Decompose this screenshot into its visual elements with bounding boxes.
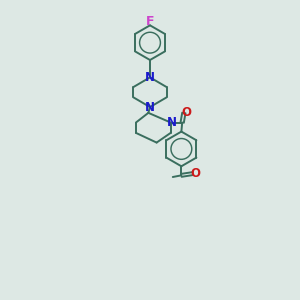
Text: N: N: [145, 100, 155, 114]
Text: N: N: [167, 116, 177, 129]
Text: F: F: [146, 15, 154, 28]
Text: O: O: [191, 167, 201, 180]
Text: N: N: [145, 71, 155, 84]
Text: O: O: [181, 106, 191, 118]
